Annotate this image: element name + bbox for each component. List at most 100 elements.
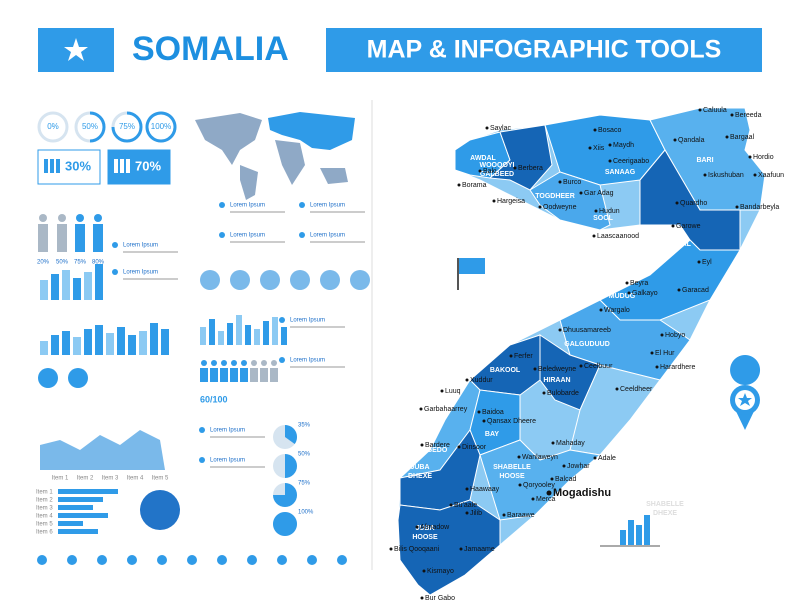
region-label: BAY — [485, 431, 499, 438]
city-label: Burco — [563, 179, 581, 186]
pin-icon — [97, 555, 107, 565]
region-label: SHABELLE — [646, 501, 684, 508]
city-label: Bandarbeyla — [740, 204, 779, 211]
city-label: Laascaanood — [597, 233, 639, 240]
progress-arc — [111, 111, 143, 143]
city-label: Iskushuban — [708, 172, 744, 179]
city-label: Adale — [598, 455, 616, 462]
city-label: Xaafuun — [758, 172, 784, 179]
city-dot — [478, 169, 482, 173]
item-label: Item 4 — [127, 476, 144, 482]
progress-arc — [145, 111, 177, 143]
deco-bar — [106, 333, 114, 355]
city-label: Beyra — [630, 280, 648, 287]
people-label: 50% — [56, 260, 69, 266]
city-label: Garbahaarrey — [424, 406, 468, 413]
region-label: GEDO — [427, 447, 448, 454]
city-dot — [533, 367, 537, 371]
pin-icon — [67, 555, 77, 565]
city-dot — [415, 525, 419, 529]
city-dot — [485, 126, 489, 130]
deco-bar — [40, 341, 48, 355]
city-label: Beledweyne — [538, 366, 576, 373]
region-label: HOOSE — [499, 473, 525, 480]
city-dot — [465, 511, 469, 515]
city-label: Wanlaweyn — [522, 454, 558, 461]
city-dot — [748, 155, 752, 159]
region-label: NUGAAL — [661, 241, 692, 248]
world-map — [195, 112, 355, 200]
pin-icon — [187, 555, 197, 565]
city-dot — [419, 407, 423, 411]
city-label: Borama — [462, 182, 487, 189]
city-dot — [558, 328, 562, 332]
globe-icon — [260, 270, 280, 290]
person-body — [220, 368, 228, 382]
pin-star — [738, 393, 752, 406]
progress-ring — [37, 111, 69, 143]
person-body — [230, 368, 238, 382]
city-label: Hordio — [753, 154, 774, 161]
placeholder-line — [290, 366, 345, 368]
person-head — [58, 214, 66, 222]
person-body — [240, 368, 248, 382]
city-label: Kismayo — [427, 568, 454, 575]
person-body — [57, 224, 67, 252]
city-dot — [420, 443, 424, 447]
city-dot — [625, 281, 629, 285]
city-dot — [725, 135, 729, 139]
placeholder-line — [210, 466, 265, 468]
deco-bar — [227, 323, 233, 345]
city-dot — [673, 138, 677, 142]
h-bar — [58, 521, 83, 526]
region-label: HIRAAN — [543, 377, 570, 384]
list-dot — [279, 357, 285, 363]
city-dot — [449, 503, 453, 507]
city-label: Dinsoor — [462, 444, 487, 451]
progress-label: 50% — [82, 122, 98, 131]
deco-bar — [73, 278, 81, 300]
city-label: Quardho — [680, 200, 707, 207]
city-label: Hargeisa — [497, 198, 525, 205]
deco-bar — [218, 331, 224, 345]
icon — [68, 368, 88, 388]
item-label: Item 5 — [152, 476, 169, 482]
city-label: Hudun — [599, 208, 620, 215]
city-dot — [465, 378, 469, 382]
deco-bar — [139, 331, 147, 355]
list-dot — [299, 232, 305, 238]
pie-slice — [272, 512, 297, 536]
city-label: Maydh — [613, 142, 634, 149]
deco-bar — [95, 264, 103, 300]
city-label: Galkayo — [632, 290, 658, 297]
people-label: 20% — [37, 260, 50, 266]
region-area — [488, 124, 553, 191]
city-label: Garacad — [682, 287, 709, 294]
city-label: Qandala — [678, 137, 705, 144]
globe-icon — [350, 270, 370, 290]
progress-arc — [89, 111, 106, 143]
lorem-label: Lorem Ipsum — [310, 203, 345, 209]
placeholder-line — [290, 326, 345, 328]
city-dot — [531, 497, 535, 501]
globe-icon — [230, 270, 250, 290]
people-label: 80% — [92, 260, 105, 266]
bar-item-label: Item 2 — [36, 498, 53, 504]
city-label: Afmadow — [420, 524, 450, 531]
item-label: Item 3 — [102, 476, 119, 482]
city-label: Qoryooley — [523, 482, 555, 489]
city-dot — [457, 183, 461, 187]
city-dot — [558, 180, 562, 184]
pin-icon — [217, 555, 227, 565]
region-label: TOGDHEER — [535, 193, 575, 200]
person-head — [261, 360, 267, 366]
city-label: Merca — [536, 496, 556, 503]
city-label: Bilis Qooqaani — [394, 546, 440, 553]
city-dot — [542, 391, 546, 395]
city-dot — [492, 199, 496, 203]
lorem-label: Lorem Ipsum — [123, 243, 158, 249]
subtitle: MAP & INFOGRAPHIC TOOLS — [367, 36, 722, 64]
pie-slice — [285, 425, 298, 445]
city-dot — [730, 113, 734, 117]
